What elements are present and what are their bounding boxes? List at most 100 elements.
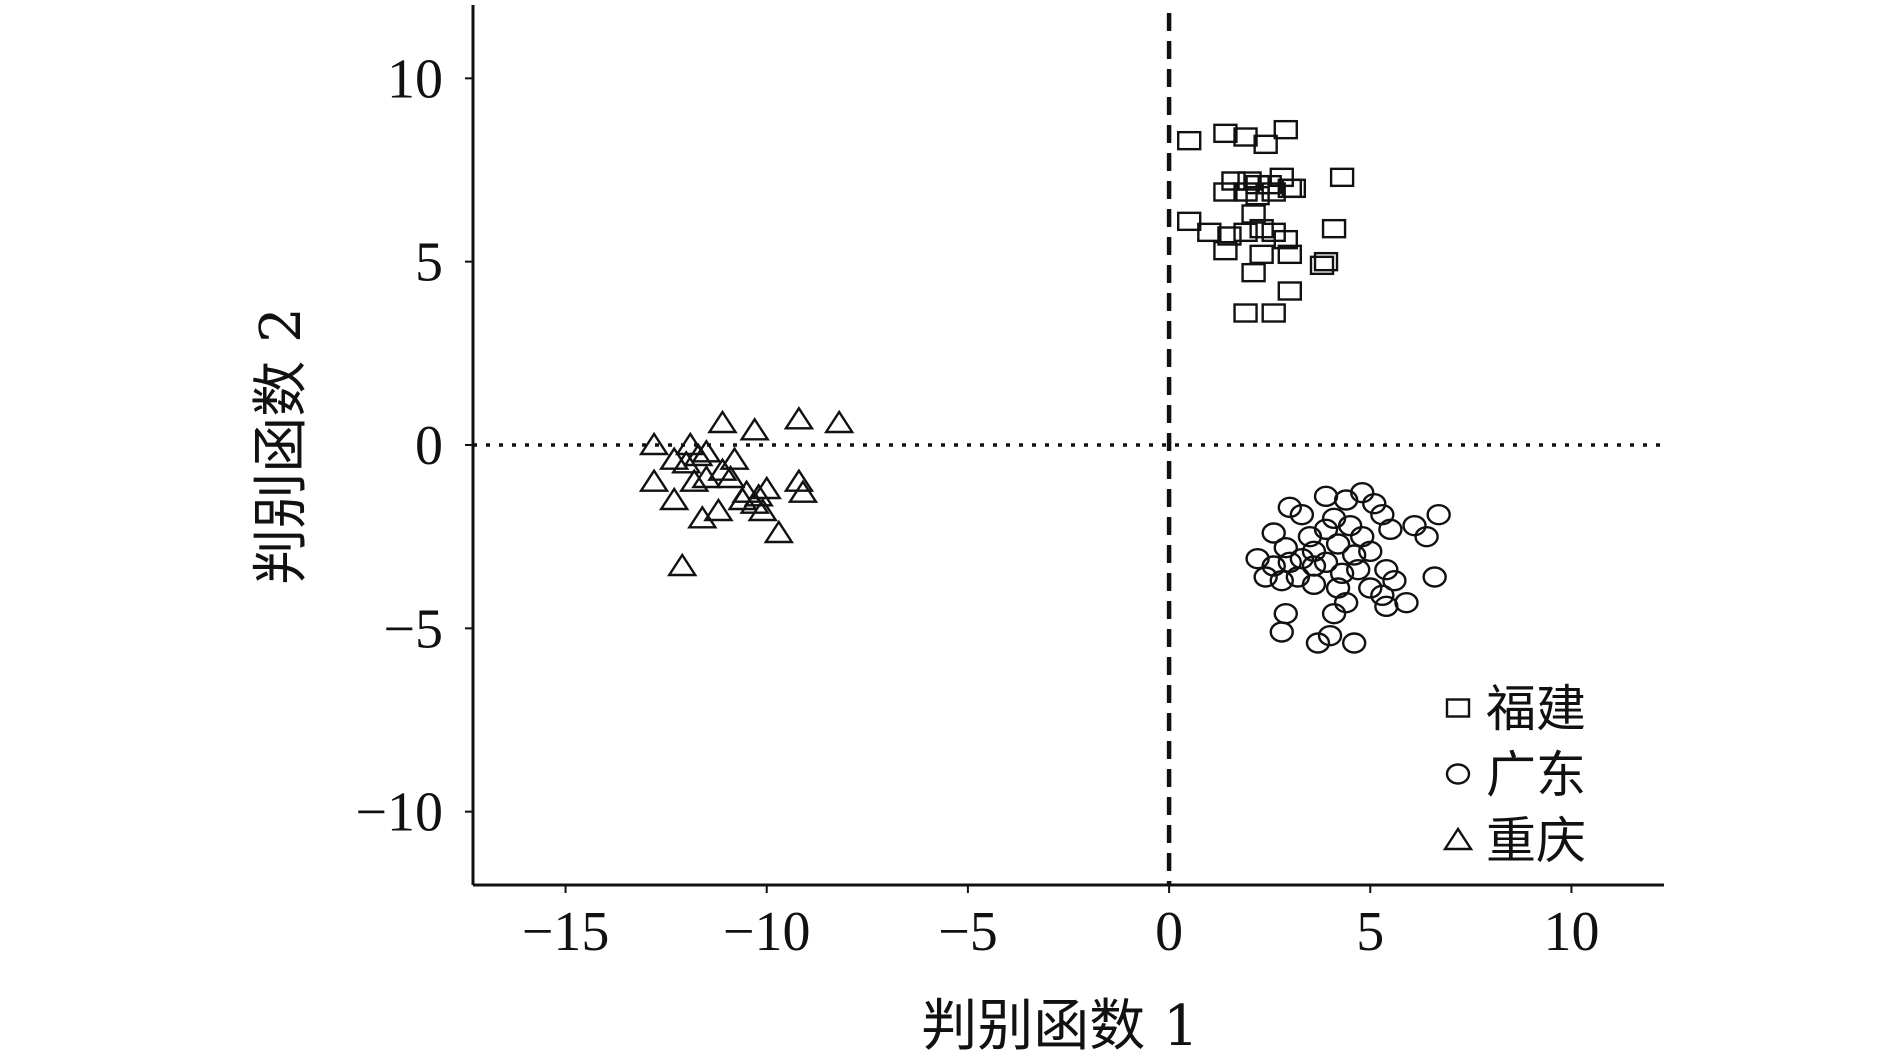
triangle-marker bbox=[683, 442, 714, 467]
circle-marker bbox=[1305, 632, 1331, 654]
triangle-marker bbox=[687, 505, 718, 529]
triangle-marker bbox=[658, 486, 690, 511]
circle-marker bbox=[1362, 492, 1387, 515]
square-marker bbox=[1273, 229, 1298, 250]
circle-marker bbox=[1269, 621, 1294, 643]
circle-marker bbox=[1382, 569, 1407, 592]
ticks: −15 −10 −5 0 5 10 −10 −5 0 5 10 bbox=[355, 48, 1599, 963]
legend-circle-icon bbox=[1445, 763, 1471, 785]
x-tick-label: 0 bbox=[1155, 901, 1183, 963]
square-marker bbox=[1261, 182, 1286, 202]
triangle-marker bbox=[783, 468, 815, 492]
circle-marker bbox=[1346, 558, 1371, 581]
square-marker bbox=[1277, 244, 1303, 265]
x-tick-label: 5 bbox=[1356, 901, 1384, 963]
square-marker bbox=[1217, 226, 1242, 246]
triangle-marker bbox=[703, 497, 734, 522]
triangle-marker bbox=[675, 431, 706, 456]
circle-marker bbox=[1394, 591, 1419, 614]
y-tick-label: 5 bbox=[415, 232, 443, 294]
square-marker bbox=[1245, 185, 1270, 206]
square-marker bbox=[1213, 182, 1238, 202]
x-tick-label: −10 bbox=[723, 901, 811, 963]
triangle-marker bbox=[763, 519, 795, 544]
circle-marker bbox=[1317, 624, 1343, 647]
circle-marker bbox=[1313, 551, 1339, 574]
circle-marker bbox=[1358, 577, 1383, 599]
circle-marker bbox=[1313, 485, 1339, 508]
circle-marker bbox=[1321, 602, 1347, 625]
triangle-marker bbox=[667, 552, 698, 577]
square-marker bbox=[1177, 211, 1202, 232]
triangle-marker bbox=[739, 417, 770, 441]
triangle-marker bbox=[638, 468, 670, 492]
triangle-marker bbox=[747, 497, 778, 522]
circle-marker bbox=[1277, 496, 1303, 519]
legend-square-icon bbox=[1445, 698, 1471, 718]
triangle-marker bbox=[671, 450, 702, 474]
triangle-marker bbox=[727, 486, 758, 511]
legend-label: 广东 bbox=[1486, 746, 1586, 804]
circle-marker bbox=[1301, 573, 1327, 596]
square-marker bbox=[1213, 240, 1238, 261]
circle-marker bbox=[1273, 536, 1298, 559]
circle-marker bbox=[1273, 602, 1298, 625]
data-markers bbox=[638, 119, 1451, 654]
triangle-marker bbox=[638, 431, 670, 456]
square-marker bbox=[1213, 123, 1238, 144]
square-marker bbox=[1249, 244, 1274, 265]
legend-label: 重庆 bbox=[1486, 812, 1586, 870]
circle-marker bbox=[1341, 544, 1367, 566]
x-tick-label: −15 bbox=[522, 901, 610, 963]
x-axis-title: 判别函数 1 bbox=[921, 994, 1198, 1057]
triangle-marker bbox=[707, 409, 738, 434]
circle-marker bbox=[1370, 584, 1395, 607]
square-marker bbox=[1241, 204, 1266, 224]
square-marker bbox=[1233, 222, 1258, 243]
square-marker bbox=[1277, 178, 1303, 199]
circle-marker bbox=[1297, 525, 1323, 548]
circle-marker bbox=[1374, 595, 1399, 618]
triangle-marker bbox=[658, 446, 690, 470]
square-marker bbox=[1261, 303, 1286, 323]
legend-label: 福建 bbox=[1486, 680, 1586, 738]
circle-marker bbox=[1341, 632, 1367, 654]
square-marker bbox=[1277, 281, 1303, 301]
triangle-marker bbox=[719, 446, 750, 470]
square-marker bbox=[1241, 262, 1266, 283]
y-axis-title: 判别函数 2 bbox=[249, 307, 314, 584]
square-marker bbox=[1321, 218, 1347, 239]
triangle-marker bbox=[783, 406, 815, 430]
circle-marker bbox=[1261, 522, 1286, 544]
square-marker bbox=[1329, 167, 1355, 188]
triangle-marker bbox=[691, 439, 722, 463]
y-tick-label: 10 bbox=[387, 48, 443, 110]
square-marker bbox=[1313, 251, 1339, 272]
square-marker bbox=[1273, 119, 1298, 140]
circle-marker bbox=[1333, 489, 1359, 511]
circle-marker bbox=[1426, 503, 1451, 526]
circle-marker bbox=[1378, 518, 1403, 541]
circle-marker bbox=[1325, 533, 1351, 555]
triangle-marker bbox=[823, 409, 855, 434]
square-marker bbox=[1309, 255, 1335, 276]
circle-marker bbox=[1422, 566, 1447, 588]
triangle-marker bbox=[715, 464, 746, 489]
legend-triangle-icon bbox=[1442, 826, 1474, 851]
triangle-marker bbox=[787, 479, 819, 503]
circle-marker bbox=[1374, 558, 1399, 581]
square-marker bbox=[1233, 303, 1258, 323]
circle-marker bbox=[1269, 569, 1294, 592]
x-tick-label: 10 bbox=[1543, 901, 1599, 963]
circle-marker bbox=[1253, 566, 1278, 588]
reference-lines bbox=[473, 13, 1664, 885]
square-marker bbox=[1197, 222, 1222, 243]
circle-marker bbox=[1402, 514, 1427, 537]
circle-marker bbox=[1329, 562, 1355, 585]
square-marker bbox=[1177, 130, 1202, 151]
triangle-marker bbox=[679, 468, 710, 492]
y-tick-label: −5 bbox=[383, 598, 443, 660]
circle-marker bbox=[1289, 503, 1315, 526]
